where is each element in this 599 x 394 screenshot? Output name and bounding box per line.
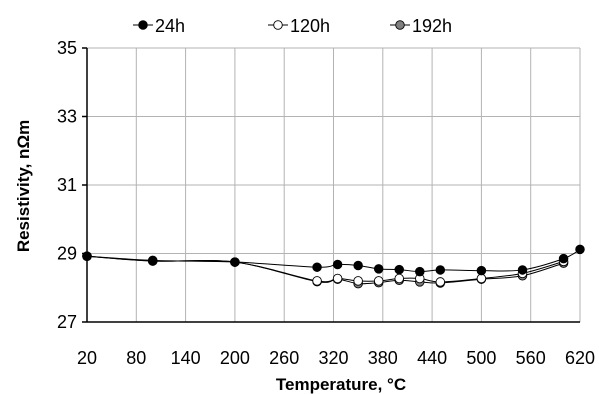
point-120h-350 bbox=[353, 276, 363, 286]
point-24h-375 bbox=[373, 264, 384, 274]
x-tick-label-260: 260 bbox=[269, 348, 299, 368]
point-24h-350 bbox=[353, 260, 363, 271]
y-tick-label-35: 35 bbox=[57, 38, 77, 58]
point-24h-325 bbox=[332, 259, 343, 270]
point-24h-200 bbox=[230, 257, 240, 267]
point-120h-400 bbox=[394, 273, 404, 284]
x-axis-title: Temperature, °C bbox=[276, 375, 406, 394]
point-24h-620 bbox=[575, 244, 585, 255]
axes bbox=[82, 47, 580, 323]
point-24h-500 bbox=[476, 265, 487, 276]
legend-label-120h: 120h bbox=[290, 16, 330, 36]
point-24h-550 bbox=[517, 265, 528, 275]
tick-labels: 27 29 31 33 35 20 80 140 200 260 320 380 440 500 560 62… bbox=[57, 38, 595, 368]
legend-label-24h: 24h bbox=[155, 16, 185, 36]
x-tick-label-140: 140 bbox=[171, 348, 201, 368]
point-120h-450 bbox=[435, 277, 446, 287]
legend-marker-192h bbox=[395, 20, 405, 30]
point-24h-425 bbox=[415, 266, 425, 277]
x-tick-label-620: 620 bbox=[565, 348, 595, 368]
legend-marker-120h bbox=[273, 20, 283, 30]
x-tick-label-440: 440 bbox=[417, 348, 447, 368]
point-24h-300 bbox=[312, 262, 322, 272]
y-tick-label-31: 31 bbox=[57, 175, 77, 195]
x-tick-label-560: 560 bbox=[516, 348, 546, 368]
series-24h bbox=[82, 244, 585, 277]
y-tick-label-29: 29 bbox=[57, 244, 77, 264]
point-24h-20 bbox=[82, 251, 92, 261]
y-tick-label-33: 33 bbox=[57, 107, 77, 127]
x-tick-label-380: 380 bbox=[368, 348, 398, 368]
point-24h-100 bbox=[147, 255, 158, 266]
point-120h-375 bbox=[373, 276, 384, 286]
legend-marker-24h bbox=[138, 20, 148, 30]
point-24h-400 bbox=[394, 264, 404, 275]
series-layer bbox=[82, 244, 585, 289]
legend: 24h 120h 192h bbox=[133, 16, 452, 36]
x-tick-label-320: 320 bbox=[318, 348, 348, 368]
y-tick-label-27: 27 bbox=[57, 312, 77, 332]
point-120h-325 bbox=[332, 273, 343, 284]
x-tick-label-80: 80 bbox=[126, 348, 146, 368]
point-24h-600 bbox=[558, 253, 569, 264]
point-24h-450 bbox=[435, 265, 446, 275]
point-120h-500 bbox=[476, 273, 487, 284]
y-axis-title: Resistivity, nΩm bbox=[14, 120, 33, 252]
legend-label-192h: 192h bbox=[412, 16, 452, 36]
x-tick-label-20: 20 bbox=[77, 348, 97, 368]
point-120h-300 bbox=[312, 276, 322, 286]
x-tick-label-500: 500 bbox=[466, 348, 496, 368]
x-tick-label-200: 200 bbox=[220, 348, 250, 368]
